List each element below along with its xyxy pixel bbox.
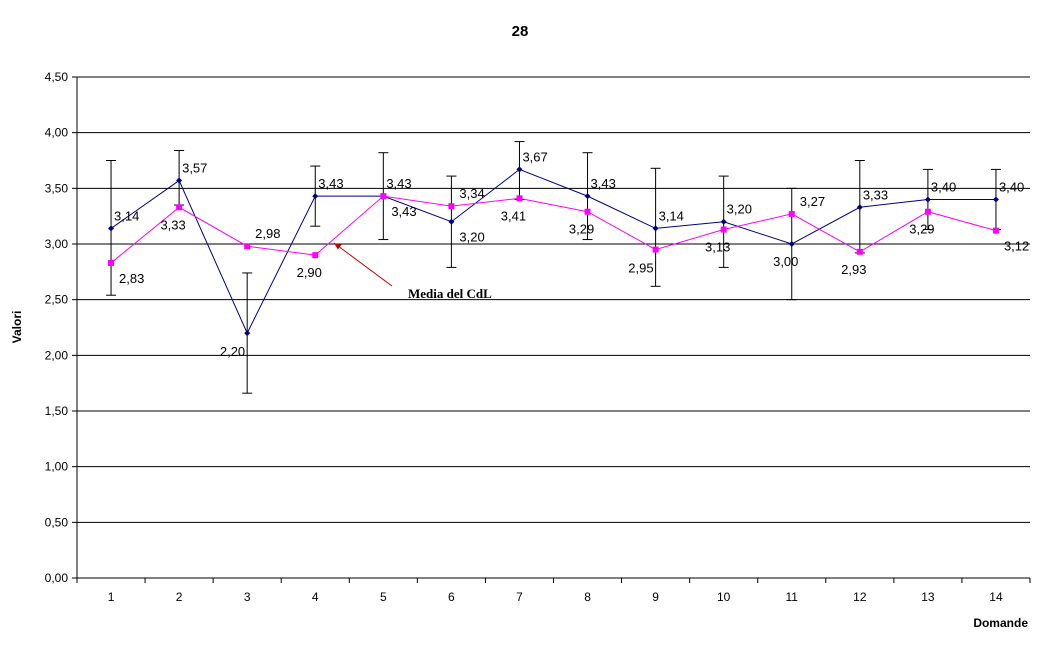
annotation: Media del CdL: [333, 242, 492, 301]
y-tick-label: 2,00: [45, 348, 69, 362]
marker-diamond: [788, 241, 795, 247]
y-tick-label: 4,50: [45, 70, 69, 84]
annotation-arrow: [333, 242, 393, 287]
data-label: 3,20: [727, 202, 752, 217]
data-label: 3,20: [459, 230, 484, 245]
data-label: 3,34: [459, 186, 484, 201]
annotation-arrowhead: [334, 243, 342, 250]
marker-square: [924, 208, 931, 215]
data-label: 3,43: [591, 176, 616, 191]
data-label: 3,13: [705, 240, 730, 255]
gridlines: [77, 76, 1030, 523]
x-tick-label: 9: [652, 590, 659, 604]
annotation-text: Media del CdL: [408, 286, 492, 301]
data-label: 2,95: [628, 261, 653, 276]
data-label: 3,27: [800, 194, 825, 209]
y-tick-label: 4,00: [45, 126, 69, 140]
marker-diamond: [652, 225, 659, 232]
data-label: 3,33: [160, 217, 185, 232]
data-label: 3,43: [391, 204, 416, 219]
marker-square: [312, 252, 319, 259]
marker-diamond: [108, 225, 115, 232]
y-tick-label: 1,50: [45, 404, 69, 418]
axes: [72, 76, 1031, 583]
marker-square: [516, 195, 523, 202]
x-tick-label: 3: [244, 590, 251, 604]
marker-diamond: [244, 330, 251, 337]
x-tick-label: 12: [853, 590, 867, 604]
marker-square: [108, 259, 115, 266]
y-tick-label: 2,50: [45, 293, 69, 307]
x-tick-label: 14: [989, 590, 1003, 604]
data-label: 3,14: [114, 208, 139, 223]
data-label: 2,83: [119, 271, 144, 286]
data-label: 3,14: [659, 208, 684, 223]
data-label: 3,00: [773, 254, 798, 269]
y-tick-label: 0,50: [45, 515, 69, 529]
marker-square: [720, 226, 727, 233]
y-tick-label: 0,00: [45, 571, 69, 585]
x-tick-label: 13: [921, 590, 935, 604]
y-tick-label: 3,50: [45, 181, 69, 195]
data-label: 3,40: [931, 179, 956, 194]
data-label: 3,57: [182, 161, 207, 176]
x-tick-label: 1: [108, 590, 115, 604]
x-axis-title: Domande: [973, 616, 1028, 630]
series-lines: [110, 168, 997, 335]
x-tick-labels: 1 2 3 4 5 6 7 8 9 10 11 12 13 14: [108, 590, 1003, 604]
marker-square: [856, 248, 863, 255]
series-line-2: [110, 195, 997, 264]
data-label: 2,20: [220, 344, 245, 359]
data-label: 3,12: [1004, 239, 1029, 254]
y-axis-title: Valori: [10, 311, 24, 344]
marker-diamond: [584, 193, 591, 200]
data-labels: 3,14 3,57 2,20 3,43 3,43 3,20 3,67 3,43 3,14 3,20…: [114, 149, 1029, 359]
marker-square: [652, 246, 659, 253]
data-markers: [108, 166, 999, 337]
x-tick-label: 4: [312, 590, 319, 604]
marker-square: [584, 208, 591, 215]
data-label: 3,40: [999, 179, 1024, 194]
marker-square: [176, 204, 183, 211]
x-tick-label: 11: [786, 590, 799, 604]
data-label: 2,90: [297, 265, 322, 280]
series-line-1: [110, 168, 996, 335]
marker-diamond: [992, 196, 999, 203]
data-label: 2,98: [255, 226, 280, 241]
marker-diamond: [448, 218, 455, 225]
data-label: 3,33: [863, 187, 888, 202]
marker-square: [788, 210, 795, 217]
marker-square: [992, 227, 999, 234]
marker-diamond: [312, 193, 319, 200]
x-tick-label: 5: [380, 590, 387, 604]
marker-diamond: [176, 177, 183, 184]
data-label: 3,43: [318, 176, 343, 191]
y-tick-label: 1,00: [45, 460, 69, 474]
x-tick-label: 8: [584, 590, 591, 604]
x-tick-label: 6: [448, 590, 455, 604]
marker-square: [244, 243, 251, 250]
data-label: 3,43: [386, 176, 411, 191]
marker-diamond: [720, 218, 727, 225]
data-label: 3,67: [522, 149, 547, 164]
y-tick-label: 3,00: [45, 237, 69, 251]
x-tick-label: 7: [516, 590, 523, 604]
data-label: 3,41: [501, 208, 526, 223]
x-tick-label: 10: [717, 590, 731, 604]
marker-diamond: [924, 196, 931, 203]
x-tick-label: 2: [176, 590, 183, 604]
data-label: 3,29: [909, 222, 934, 237]
marker-diamond: [516, 166, 523, 173]
marker-diamond: [856, 204, 863, 211]
data-label: 2,93: [841, 262, 866, 277]
data-label: 3,29: [569, 222, 594, 237]
marker-square: [380, 193, 387, 200]
chart-title: 28: [512, 23, 529, 40]
marker-square: [448, 203, 455, 210]
y-tick-labels: 0,00 0,50 1,00 1,50 2,00 2,50 3,00 3,50 4,00 4,50: [45, 70, 69, 585]
